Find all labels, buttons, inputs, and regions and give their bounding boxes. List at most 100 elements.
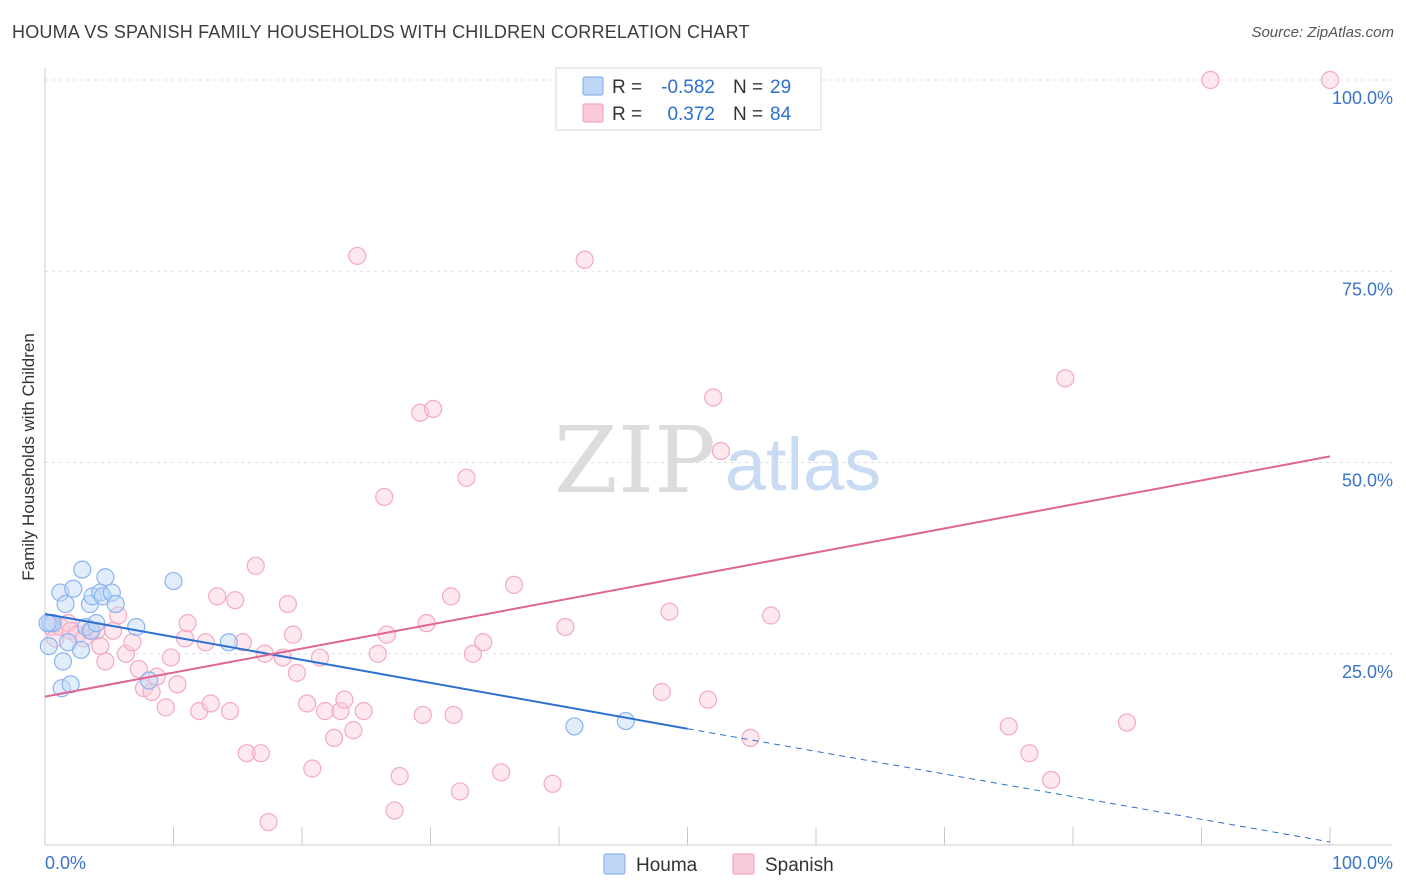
- legend-swatch-spanish: [732, 853, 755, 875]
- watermark-atlas: atlas: [725, 423, 881, 506]
- data-point-spanish: [999, 717, 1018, 736]
- data-point-spanish: [161, 648, 181, 667]
- data-point-spanish: [1020, 744, 1039, 763]
- data-point-spanish: [504, 575, 524, 595]
- chart-title: HOUMA VS SPANISH FAMILY HOUSEHOLDS WITH …: [12, 22, 750, 42]
- data-point-spanish: [283, 625, 303, 644]
- data-point-spanish: [91, 636, 110, 656]
- data-point-houma: [39, 636, 58, 656]
- data-point-houma: [73, 560, 92, 579]
- data-point-spanish: [761, 606, 781, 625]
- data-point-spanish: [156, 698, 175, 717]
- data-point-houma: [61, 675, 80, 694]
- trend-line-houma-extension: [687, 728, 1331, 843]
- data-point-houma: [64, 579, 83, 598]
- data-point-spanish: [201, 694, 220, 713]
- data-point-spanish: [698, 690, 718, 709]
- data-point-spanish: [298, 694, 317, 713]
- data-point-spanish: [423, 399, 443, 419]
- x-tick-label: 0.0%: [45, 853, 86, 873]
- legend-label-spanish: Spanish: [765, 855, 834, 876]
- data-point-spanish: [575, 250, 594, 269]
- data-point-spanish: [335, 690, 354, 709]
- data-point-spanish: [543, 774, 562, 793]
- data-point-houma: [71, 640, 91, 660]
- data-point-spanish: [109, 606, 128, 625]
- data-point-spanish: [331, 702, 350, 721]
- data-point-houma: [106, 594, 125, 614]
- axes: [44, 68, 1392, 846]
- x-tick-label: 100.0%: [1332, 853, 1393, 873]
- data-point-spanish: [259, 812, 278, 832]
- data-point-spanish: [168, 675, 187, 694]
- data-point-spanish: [325, 728, 344, 748]
- data-point-spanish: [233, 633, 252, 652]
- data-point-spanish: [123, 633, 142, 652]
- data-point-houma: [164, 571, 183, 591]
- data-point-spanish: [1117, 713, 1137, 732]
- data-point-spanish: [344, 721, 363, 740]
- data-point-spanish: [652, 682, 671, 702]
- data-point-spanish: [368, 644, 387, 663]
- data-point-spanish: [129, 659, 148, 679]
- y-tick-label: 100.0%: [1332, 88, 1393, 108]
- stats-legend-n-value-houma: 29: [770, 77, 791, 98]
- trend-lines: [44, 455, 1331, 843]
- data-point-spanish: [1056, 369, 1075, 388]
- trend-line-spanish: [44, 455, 1331, 698]
- stats-legend-n-label-spanish: N =: [733, 104, 763, 125]
- data-point-spanish: [116, 644, 136, 663]
- stats-legend-n-value-spanish: 84: [770, 104, 792, 125]
- data-point-spanish: [390, 767, 409, 786]
- data-point-spanish: [704, 388, 723, 407]
- data-point-spanish: [226, 591, 245, 610]
- data-point-houma: [56, 594, 75, 614]
- source-label: Source: ZipAtlas.com: [1251, 24, 1394, 41]
- y-tick-label: 25.0%: [1342, 662, 1393, 682]
- data-point-houma: [38, 614, 57, 633]
- data-point-spanish: [96, 652, 115, 671]
- data-point-houma: [102, 583, 121, 602]
- data-point-spanish: [463, 644, 483, 663]
- data-point-spanish: [385, 801, 404, 820]
- data-point-spanish: [450, 782, 470, 801]
- trend-line-houma: [44, 612, 688, 730]
- data-point-spanish: [237, 744, 256, 763]
- data-point-spanish: [303, 759, 322, 778]
- data-point-spanish: [348, 246, 367, 266]
- data-point-spanish: [441, 587, 461, 606]
- data-point-spanish: [1201, 70, 1220, 90]
- data-point-spanish: [413, 705, 432, 725]
- data-point-spanish: [1042, 770, 1061, 790]
- y-tick-label: 75.0%: [1342, 279, 1393, 299]
- y-axis-label: Family Households with Children: [19, 333, 38, 581]
- data-point-spanish: [457, 468, 476, 487]
- data-point-spanish: [220, 702, 240, 721]
- data-point-spanish: [278, 594, 297, 614]
- data-point-spanish: [375, 487, 394, 507]
- data-point-spanish: [741, 728, 760, 748]
- data-point-spanish: [492, 763, 511, 782]
- stats-legend-r-label-houma: R =: [612, 77, 642, 98]
- data-point-spanish: [556, 617, 575, 637]
- data-point-spanish: [354, 702, 373, 721]
- stats-legend-n-label-houma: N =: [733, 77, 763, 98]
- stats-legend-swatch-houma: [582, 76, 604, 96]
- series-legend: Houma Spanish: [603, 853, 834, 876]
- data-point-spanish: [444, 705, 463, 725]
- stats-legend-swatch-spanish: [582, 103, 604, 123]
- stats-legend-r-label-spanish: R =: [612, 104, 642, 125]
- data-point-spanish: [251, 744, 270, 763]
- watermark-zip: ZIP: [554, 407, 716, 514]
- data-point-spanish: [208, 587, 227, 606]
- data-point-houma: [139, 671, 159, 690]
- data-point-houma: [565, 717, 584, 736]
- legend-label-houma: Houma: [636, 855, 698, 876]
- data-point-houma: [96, 568, 115, 587]
- data-point-spanish: [316, 702, 335, 721]
- data-point-spanish: [660, 602, 679, 621]
- tick-labels: 25.0% 50.0% 75.0% 100.0% 0.0% 100.0%: [45, 88, 1393, 873]
- stats-legend: R = -0.582 N = 29 R = 0.372 N = 84: [555, 67, 822, 131]
- data-point-spanish: [178, 614, 197, 633]
